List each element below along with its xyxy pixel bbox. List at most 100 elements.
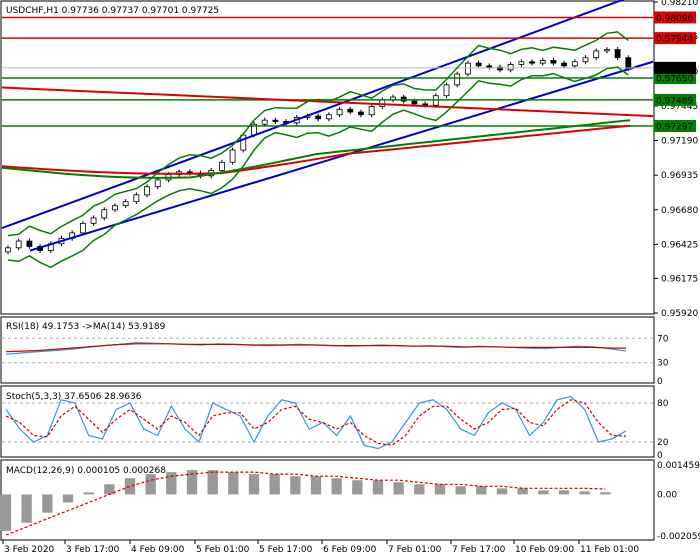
candle-body bbox=[550, 59, 557, 64]
candle-body bbox=[561, 62, 568, 67]
rsi-label: RSI(18) 49.1753 ->MA(14) 53.9189 bbox=[6, 322, 166, 332]
candle-body bbox=[411, 100, 418, 105]
macd-signal-line bbox=[5, 471, 606, 536]
candle-body bbox=[261, 119, 268, 125]
price-y-tick-label: 0.97190 bbox=[661, 137, 698, 147]
rsi-series-main bbox=[5, 341, 627, 355]
candle-body bbox=[358, 111, 364, 116]
moving-average-slow-line bbox=[1, 124, 631, 175]
candle-body bbox=[90, 217, 97, 224]
stoch-series-signal bbox=[5, 399, 627, 446]
support-level-tag-bg bbox=[654, 119, 696, 132]
macd-y-tick-label: 0.00 bbox=[657, 490, 677, 500]
resistance-level-tag-bg bbox=[654, 32, 696, 45]
candle-body bbox=[497, 66, 503, 71]
resistance-level-tag-bg bbox=[654, 11, 696, 24]
candle-body bbox=[475, 62, 482, 67]
candle-body bbox=[593, 50, 600, 59]
price-header-text: USDCHF,H1 0.97736 0.97737 0.97701 0.9772… bbox=[6, 6, 219, 16]
price-y-tick-label: 0.98210 bbox=[661, 0, 698, 8]
bollinger-lower-band bbox=[7, 66, 629, 269]
candle-body bbox=[154, 179, 161, 188]
x-tick-label: 4 Feb 09:00 bbox=[131, 545, 185, 555]
candle-body bbox=[604, 49, 610, 52]
candle-body bbox=[443, 84, 450, 97]
rsi-y-tick-label: 70 bbox=[657, 334, 669, 344]
x-tick-label: 11 Feb 01:00 bbox=[580, 545, 639, 555]
candle-body bbox=[133, 194, 140, 203]
resistance-level-tag: 0.98096 bbox=[656, 14, 693, 24]
x-tick-label: 5 Feb 17:00 bbox=[259, 545, 313, 555]
current-price-tag-bg bbox=[654, 61, 696, 74]
price-panel-frame bbox=[0, 0, 655, 315]
x-tick-label: 3 Feb 17:00 bbox=[66, 545, 120, 555]
candle-body bbox=[144, 186, 150, 196]
x-tick-label: 3 Feb 2020 bbox=[4, 545, 55, 555]
macd-layer bbox=[0, 470, 611, 536]
candle-body bbox=[240, 134, 247, 151]
candle-body bbox=[625, 57, 632, 69]
candle-body bbox=[112, 205, 118, 211]
rsi-series-signal bbox=[5, 343, 626, 353]
candle-body bbox=[529, 61, 535, 64]
candle-body bbox=[272, 119, 279, 122]
macd-y-tick-label: -0.002059 bbox=[657, 532, 700, 542]
candle-body bbox=[582, 57, 589, 63]
candle-body bbox=[507, 64, 514, 71]
channel-lower-line bbox=[29, 60, 654, 252]
macd-y-tick-label: 0.001459 bbox=[657, 461, 700, 471]
candle-body bbox=[539, 59, 546, 64]
current-price-tag: 0.97725 bbox=[656, 64, 693, 74]
price-y-tick-label: 0.96680 bbox=[661, 206, 698, 216]
candle-body bbox=[422, 103, 429, 106]
candle-body bbox=[26, 240, 33, 247]
price-y-tick-label: 0.96425 bbox=[661, 240, 698, 250]
candle-body bbox=[15, 240, 22, 249]
rsi-panel-frame bbox=[0, 316, 655, 384]
stoch-label: Stoch(5,3,3) 37.6506 28.9636 bbox=[6, 392, 142, 402]
stoch-y-tick-label: 80 bbox=[657, 399, 669, 409]
stoch-y-tick-label: 20 bbox=[657, 438, 669, 448]
candle-body bbox=[122, 201, 129, 207]
bollinger-upper-band bbox=[7, 31, 629, 237]
price-y-tick-label: 0.96935 bbox=[661, 171, 698, 181]
rsi-layer bbox=[2, 337, 653, 364]
candle-body bbox=[5, 247, 11, 253]
candle-body bbox=[101, 209, 108, 219]
support-level-tag: 0.97489 bbox=[656, 96, 693, 106]
x-tick-label: 7 Feb 01:00 bbox=[388, 545, 442, 555]
candle-body bbox=[518, 61, 525, 65]
candle-body bbox=[400, 96, 407, 102]
candle-body bbox=[347, 108, 354, 113]
candle-body bbox=[454, 73, 461, 86]
resistance-level-tag: 0.97944 bbox=[656, 35, 693, 45]
candle-body bbox=[229, 149, 236, 163]
macd-label: MACD(12,26,9) 0.000105 0.000268 bbox=[6, 466, 166, 476]
x-tick-label: 5 Feb 01:00 bbox=[196, 545, 250, 555]
stoch-layer bbox=[2, 395, 653, 450]
x-tick-label: 6 Feb 09:00 bbox=[323, 545, 377, 555]
candle-body bbox=[486, 65, 493, 68]
candle-body bbox=[79, 222, 86, 234]
support-level-tag-bg bbox=[654, 72, 696, 85]
price-layer bbox=[1, 0, 654, 269]
candle-body bbox=[218, 161, 225, 171]
rsi-y-tick-label: 30 bbox=[657, 359, 669, 369]
support-level-tag: 0.97650 bbox=[656, 75, 693, 85]
rsi-y-tick-label: 0 bbox=[657, 377, 663, 387]
channel-upper-line bbox=[1, 0, 625, 230]
stoch-panel-frame bbox=[0, 385, 655, 458]
candle-body bbox=[368, 106, 375, 116]
candle-body bbox=[614, 49, 621, 59]
candle-body bbox=[336, 108, 343, 116]
price-y-tick-label: 0.97445 bbox=[661, 102, 698, 112]
support-level-tag-bg bbox=[654, 93, 696, 106]
price-y-tick-label: 0.96175 bbox=[661, 274, 698, 284]
moving-average-fast-line bbox=[1, 119, 631, 179]
candle-body bbox=[325, 114, 332, 120]
stoch-series-main bbox=[5, 395, 627, 450]
candle-body bbox=[315, 115, 322, 120]
